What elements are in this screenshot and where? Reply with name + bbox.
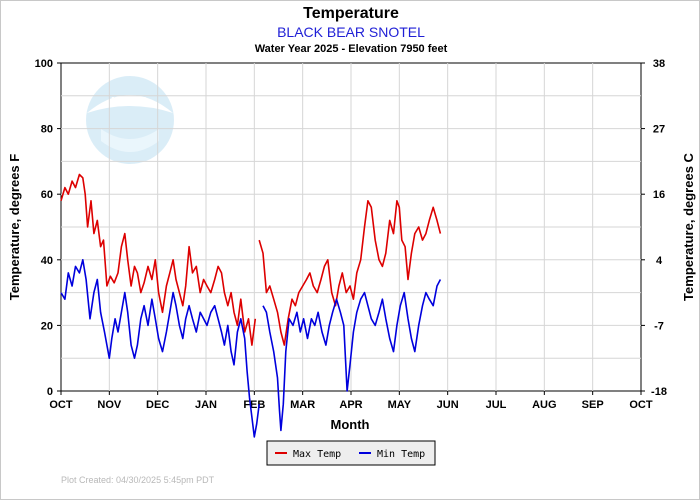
x-axis-ticks: OCT NOV DEC JAN FEB MAR APR MAY JUN JUL AUG SEP OCT (49, 391, 653, 411)
chart-title: Temperature (303, 5, 399, 22)
left-tick-label: 40 (41, 255, 53, 267)
x-tick-label: DEC (146, 399, 169, 411)
x-tick-label: APR (339, 399, 362, 411)
x-tick-label: MAR (290, 399, 315, 411)
left-axis-ticks: 0 20 40 60 80 100 (35, 58, 61, 398)
x-tick-label: MAY (388, 399, 412, 411)
series-lines (60, 173, 442, 438)
min-temp-series-line (60, 258, 260, 438)
legend: Max Temp Min Temp (266, 440, 436, 466)
x-tick-label: JUN (437, 399, 459, 411)
x-axis-title: Month (331, 417, 370, 432)
x-tick-label: OCT (629, 399, 653, 411)
min-temp-series-line (262, 279, 442, 432)
max-temp-series-line (60, 173, 257, 346)
x-tick-label: JAN (195, 399, 217, 411)
station-name: BLACK BEAR SNOTEL (277, 24, 425, 40)
chart-subtitle: Water Year 2025 - Elevation 7950 feet (255, 43, 448, 55)
left-tick-label: 80 (41, 124, 53, 136)
left-tick-label: 20 (41, 320, 53, 332)
x-tick-label: NOV (97, 399, 122, 411)
legend-label-min: Min Temp (377, 449, 425, 460)
right-tick-label: -18 (651, 386, 667, 398)
noaa-logo-watermark: NOAA (86, 76, 174, 164)
max-temp-series-line (258, 200, 442, 346)
noaa-watermark-text: NOAA (111, 94, 150, 109)
right-axis-ticks: -18 -7 4 16 27 38 (641, 58, 667, 398)
x-tick-label: OCT (49, 399, 73, 411)
left-axis-title: Temperature, degrees F (7, 154, 22, 300)
right-tick-label: -7 (654, 320, 664, 332)
right-tick-label: 16 (653, 189, 665, 201)
right-tick-label: 27 (653, 124, 665, 136)
right-tick-label: 4 (656, 255, 663, 267)
legend-label-max: Max Temp (293, 449, 341, 460)
right-tick-label: 38 (653, 58, 665, 70)
plot-created-credit: Plot Created: 04/30/2025 5:45pm PDT (61, 475, 215, 485)
x-tick-label: SEP (582, 399, 604, 411)
left-tick-label: 60 (41, 189, 53, 201)
right-axis-title: Temperature, degrees C (681, 152, 696, 300)
x-tick-label: AUG (532, 399, 556, 411)
x-tick-label: FEB (243, 399, 265, 411)
left-tick-label: 0 (47, 386, 53, 398)
x-tick-label: JUL (486, 399, 507, 411)
left-tick-label: 100 (35, 58, 53, 70)
